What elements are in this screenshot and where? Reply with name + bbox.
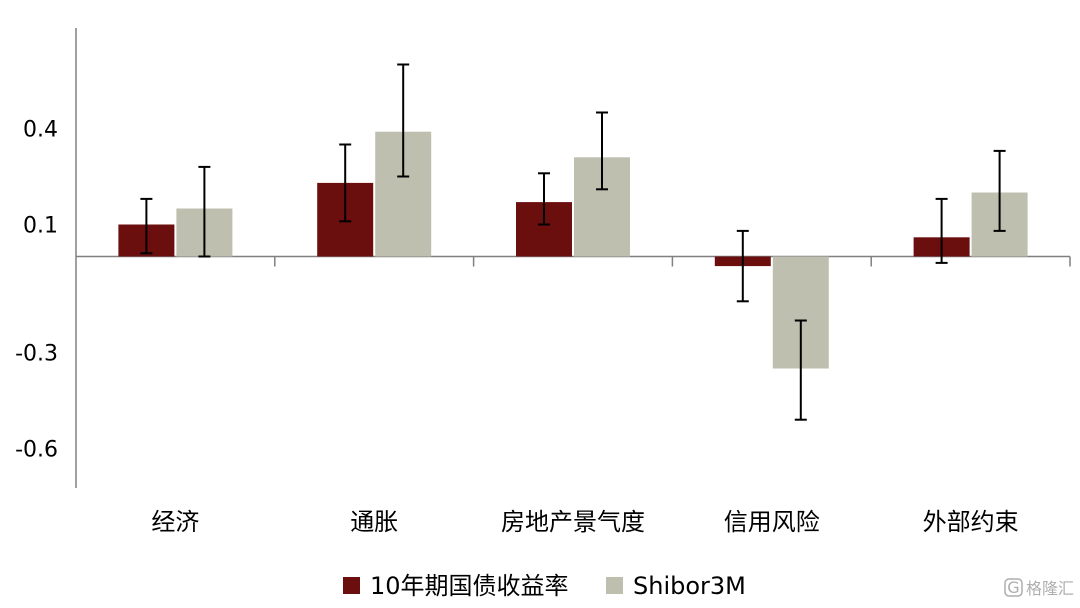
- watermark: G 格隆汇: [1004, 578, 1074, 598]
- legend-swatch-series2: [606, 577, 623, 594]
- x-category-label: 通胀: [350, 508, 398, 536]
- watermark-logo-letter: G: [1007, 578, 1019, 597]
- watermark-logo-icon: [1004, 578, 1023, 597]
- plot-area: 0.4 0.1 -0.3 -0.6 经济 通胀 房地产景气度 信用风险 外部约束: [15, 28, 1071, 536]
- legend: 10年期国债收益率 Shibor3M: [343, 572, 746, 600]
- y-tick-label: 0.1: [23, 214, 58, 239]
- x-category-label: 经济: [151, 508, 199, 536]
- legend-label-series2: Shibor3M: [633, 572, 746, 600]
- legend-label-series1: 10年期国债收益率: [370, 572, 569, 600]
- legend-swatch-series1: [343, 577, 360, 594]
- x-category-label: 外部约束: [923, 508, 1019, 536]
- watermark-text: 格隆汇: [1026, 579, 1074, 598]
- y-tick-label: -0.6: [15, 438, 58, 463]
- x-category-label: 信用风险: [724, 508, 820, 536]
- x-category-label: 房地产景气度: [501, 508, 645, 536]
- y-tick-label: 0.4: [23, 118, 58, 143]
- y-tick-label: -0.3: [15, 342, 58, 367]
